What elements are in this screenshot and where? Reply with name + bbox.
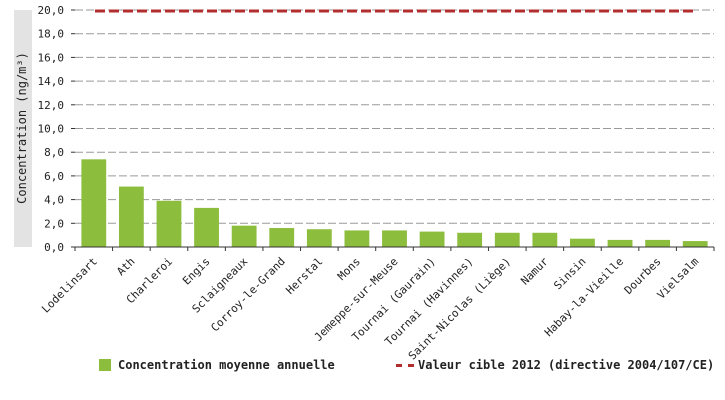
x-tick-label: Lodelinsart — [39, 255, 100, 316]
bar — [269, 228, 295, 247]
bar — [645, 239, 671, 247]
bar — [344, 230, 370, 247]
bar — [682, 241, 708, 247]
y-tick-label: 10,0 — [38, 123, 65, 136]
bars — [81, 159, 708, 247]
y-axis-ticks: 0,0 2,0 4,0 6,0 8,0 10,0 12,0 14,0 16,0 18,0 20,0 — [38, 4, 75, 254]
bar — [194, 207, 219, 247]
bar — [570, 238, 595, 247]
legend-swatch-bar — [99, 359, 111, 371]
y-tick-label: 6,0 — [44, 170, 64, 183]
bar — [382, 230, 407, 247]
legend-label-target: Valeur cible 2012 (directive 2004/107/CE… — [418, 358, 715, 372]
y-tick-label: 4,0 — [44, 194, 64, 207]
legend-swatch-dashed-line — [396, 363, 414, 367]
bar — [118, 186, 144, 247]
bar — [81, 159, 107, 247]
x-tick-label: Corroy-le-Grand — [208, 255, 287, 334]
bar — [306, 229, 332, 247]
grid-lines — [75, 9, 714, 224]
y-tick-label: 0,0 — [44, 241, 64, 254]
y-tick-label: 12,0 — [38, 99, 65, 112]
bar — [494, 232, 520, 247]
bar — [231, 225, 257, 247]
bar — [419, 231, 445, 247]
y-tick-label: 18,0 — [38, 28, 65, 41]
x-tick-label: Sinsin — [551, 255, 588, 292]
bar — [457, 232, 483, 247]
x-tick-label: Engis — [180, 255, 213, 288]
x-tick-label: Vielsalm — [655, 255, 702, 302]
bar — [532, 232, 558, 247]
y-tick-label: 14,0 — [38, 75, 65, 88]
y-tick-label: 2,0 — [44, 217, 64, 230]
y-axis-label-band — [14, 10, 32, 247]
legend-label-concentration: Concentration moyenne annuelle — [118, 358, 335, 372]
bar — [607, 239, 633, 247]
legend-item-concentration: Concentration moyenne annuelle — [99, 358, 335, 372]
y-tick-label: 16,0 — [38, 51, 65, 64]
y-tick-label: 8,0 — [44, 146, 64, 159]
y-tick-label: 20,0 — [38, 4, 65, 17]
x-tick-label: Namur — [518, 255, 551, 288]
bar — [156, 200, 182, 247]
y-axis-label: Concentration (ng/m³) — [15, 52, 29, 204]
legend-item-target: Valeur cible 2012 (directive 2004/107/CE… — [396, 358, 714, 372]
x-tick-label: Ath — [114, 255, 137, 278]
x-tick-label: Mons — [335, 255, 363, 283]
legend: Concentration moyenne annuelle Valeur ci… — [0, 358, 725, 382]
x-tick-label: Herstal — [283, 255, 325, 297]
